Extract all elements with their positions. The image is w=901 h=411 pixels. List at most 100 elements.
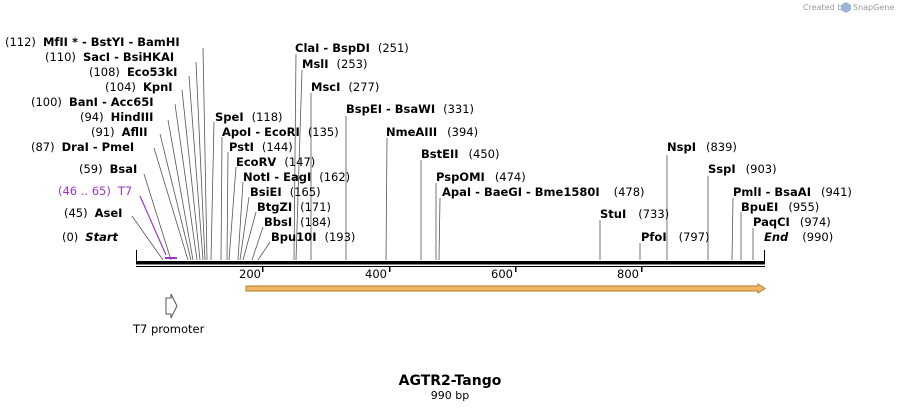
site-label-474: PspOMI (474)	[436, 170, 526, 184]
site-pos: (733)	[638, 207, 669, 221]
site-label-277: MscI (277)	[311, 80, 379, 94]
site-pos: (45)	[64, 206, 88, 220]
orf-feature-arrow[interactable]	[245, 283, 766, 294]
site-pos: (59)	[79, 162, 103, 176]
end-marker	[764, 250, 765, 264]
site-pos: (0)	[62, 230, 78, 244]
site-pos: (108)	[89, 65, 120, 79]
tick-label-800: 800	[617, 267, 639, 281]
site-label-478: ApaI - BaeGI - Bme1580I (478)	[442, 185, 645, 199]
primer-label-t7[interactable]: (46 .. 65) T7	[58, 184, 132, 198]
promoter-label: T7 promoter	[132, 322, 205, 336]
site-label-165: BsiEI (165)	[250, 185, 321, 199]
site-pos: (797)	[679, 230, 710, 244]
site-label-941: PmlI - BsaAI (941)	[733, 185, 852, 199]
site-label-59: (59) BsaI	[79, 162, 137, 176]
site-name-pmli: PmlI	[733, 185, 762, 199]
site-name-bpuei: BpuEI	[741, 200, 778, 214]
site-name-apai: ApaI	[442, 185, 471, 199]
site-name-bspdi: BspDI	[332, 41, 370, 55]
site-pos: (110)	[45, 50, 76, 64]
site-name-btgzi: BtgZI	[257, 200, 292, 214]
site-pos: (253)	[337, 57, 368, 71]
site-label-193: Bpu10I (193)	[271, 230, 355, 244]
primer-name-t7: T7	[117, 184, 132, 198]
site-label-251: ClaI - BspDI (251)	[295, 41, 409, 55]
site-pos: (144)	[262, 140, 293, 154]
site-name-pmei: PmeI	[102, 140, 135, 154]
promoter-arrow-icon[interactable]	[165, 293, 178, 319]
site-pos: (394)	[447, 125, 478, 139]
site-name-hindiii: HindIII	[111, 110, 154, 124]
site-name-nspi: NspI	[667, 140, 696, 154]
site-label-104: (104) KpnI	[105, 80, 173, 94]
site-name-psti: PstI	[229, 140, 254, 154]
site-label-394: NmeAIII (394)	[386, 125, 478, 139]
site-label-253: MslI (253)	[302, 57, 367, 71]
start-marker	[136, 250, 137, 264]
tick-label-200: 200	[239, 267, 261, 281]
tick-label-600: 600	[491, 267, 513, 281]
site-pos: (118)	[252, 110, 283, 124]
site-pos: (839)	[706, 140, 737, 154]
site-name-eagi: EagI	[283, 170, 311, 184]
site-label-135: ApoI - EcoRI (135)	[222, 125, 339, 139]
site-name-bsai: BsaI	[110, 162, 138, 176]
site-label-start: (0) Start	[62, 230, 119, 244]
site-label-87: (87) DraI - PmeI	[31, 140, 134, 154]
site-name-bani: BanI	[69, 95, 98, 109]
site-label-144: PstI (144)	[229, 140, 293, 154]
site-pos: (331)	[443, 102, 474, 116]
site-label-450: BstEII (450)	[421, 147, 499, 161]
site-name-ecori: EcoRI	[264, 125, 300, 139]
site-name-bamhi: BamHI	[137, 35, 179, 49]
site-name-bsteii: BstEII	[421, 147, 459, 161]
site-name-sspi: SspI	[708, 162, 736, 176]
site-label-100: (100) BanI - Acc65I	[31, 95, 154, 109]
site-label-955: BpuEI (955)	[741, 200, 819, 214]
site-name-bpu10i: Bpu10I	[271, 230, 316, 244]
site-name-bspei: BspEI	[346, 102, 382, 116]
site-pos: (147)	[284, 155, 315, 169]
site-name-nmeaiii: NmeAIII	[386, 125, 437, 139]
site-label-118: SpeI (118)	[215, 110, 283, 124]
site-name-bsihkai: BsiHKAI	[123, 50, 174, 64]
site-pos: (112)	[5, 35, 36, 49]
site-pos: (87)	[31, 140, 55, 154]
site-name-end: End	[764, 230, 789, 244]
site-name-kpni: KpnI	[143, 80, 173, 94]
site-pos: (955)	[788, 200, 819, 214]
credit-prefix: Created by	[803, 3, 847, 12]
site-pos: (162)	[319, 170, 350, 184]
map-length: 990 bp	[431, 389, 469, 402]
site-label-94: (94) HindIII	[80, 110, 153, 124]
map-title: AGTR2-Tango	[399, 373, 502, 389]
site-name-clai: ClaI	[295, 41, 319, 55]
site-name-paqci: PaqCI	[753, 215, 790, 229]
site-name-stui: StuI	[600, 207, 626, 221]
site-name-bbsi: BbsI	[264, 215, 292, 229]
site-name-bsiei: BsiEI	[250, 185, 282, 199]
site-pos: (100)	[31, 95, 62, 109]
site-pos: (193)	[324, 230, 355, 244]
site-label-733: StuI (733)	[600, 207, 669, 221]
primer-pos: (46 .. 65)	[58, 184, 111, 198]
site-name-baegi: BaeGI	[484, 185, 522, 199]
site-pos: (277)	[348, 80, 379, 94]
scale-ticks	[262, 266, 643, 272]
site-name-noti: NotI	[243, 170, 270, 184]
site-name-start: Start	[85, 230, 118, 244]
site-name-apoi: ApoI	[222, 125, 251, 139]
site-label-112: (112) MfII * - BstYI - BamHI	[5, 35, 180, 49]
site-pos: (941)	[821, 185, 852, 199]
site-name-spei: SpeI	[215, 110, 244, 124]
scale-line	[136, 266, 765, 267]
site-label-91: (91) AflII	[91, 125, 148, 139]
site-name-saci: SacI	[83, 50, 110, 64]
site-pos: (94)	[80, 110, 104, 124]
site-leader-lines	[131, 47, 754, 261]
site-name-psppomi: PspOMI	[436, 170, 485, 184]
site-name-bsawi: BsaWI	[395, 102, 435, 116]
site-name-asei: AseI	[95, 206, 123, 220]
site-name-bme1580i: Bme1580I	[535, 185, 600, 199]
